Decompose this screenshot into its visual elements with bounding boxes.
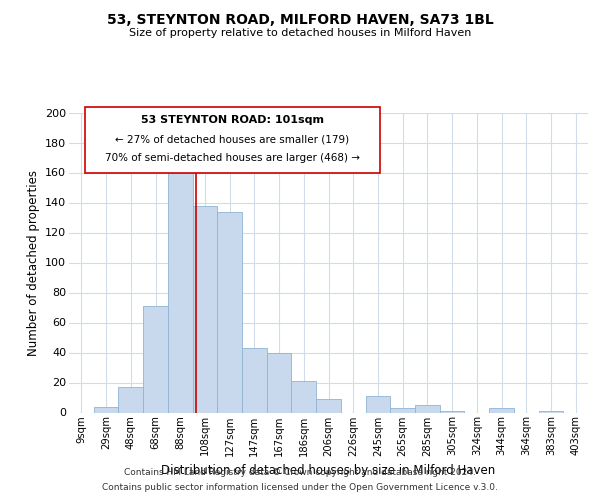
Text: 70% of semi-detached houses are larger (468) →: 70% of semi-detached houses are larger (…: [105, 153, 360, 163]
Text: ← 27% of detached houses are smaller (179): ← 27% of detached houses are smaller (17…: [115, 134, 350, 144]
X-axis label: Distribution of detached houses by size in Milford Haven: Distribution of detached houses by size …: [161, 464, 496, 477]
Bar: [118, 387, 143, 412]
Bar: [539, 411, 563, 412]
Bar: [440, 411, 464, 412]
Bar: [415, 405, 440, 412]
Bar: [316, 399, 341, 412]
Bar: [242, 348, 267, 412]
Bar: [365, 396, 390, 412]
Bar: [217, 212, 242, 412]
Bar: [193, 206, 217, 412]
Bar: [390, 408, 415, 412]
Bar: [292, 381, 316, 412]
Bar: [168, 172, 193, 412]
Text: Contains public sector information licensed under the Open Government Licence v.: Contains public sector information licen…: [102, 483, 498, 492]
Text: 53, STEYNTON ROAD, MILFORD HAVEN, SA73 1BL: 53, STEYNTON ROAD, MILFORD HAVEN, SA73 1…: [107, 12, 493, 26]
Text: 53 STEYNTON ROAD: 101sqm: 53 STEYNTON ROAD: 101sqm: [141, 114, 324, 124]
Bar: [267, 352, 292, 412]
Text: Contains HM Land Registry data © Crown copyright and database right 2024.: Contains HM Land Registry data © Crown c…: [124, 468, 476, 477]
Bar: [489, 408, 514, 412]
Text: Size of property relative to detached houses in Milford Haven: Size of property relative to detached ho…: [129, 28, 471, 38]
Y-axis label: Number of detached properties: Number of detached properties: [26, 170, 40, 356]
Bar: [143, 306, 168, 412]
Bar: [94, 406, 118, 412]
